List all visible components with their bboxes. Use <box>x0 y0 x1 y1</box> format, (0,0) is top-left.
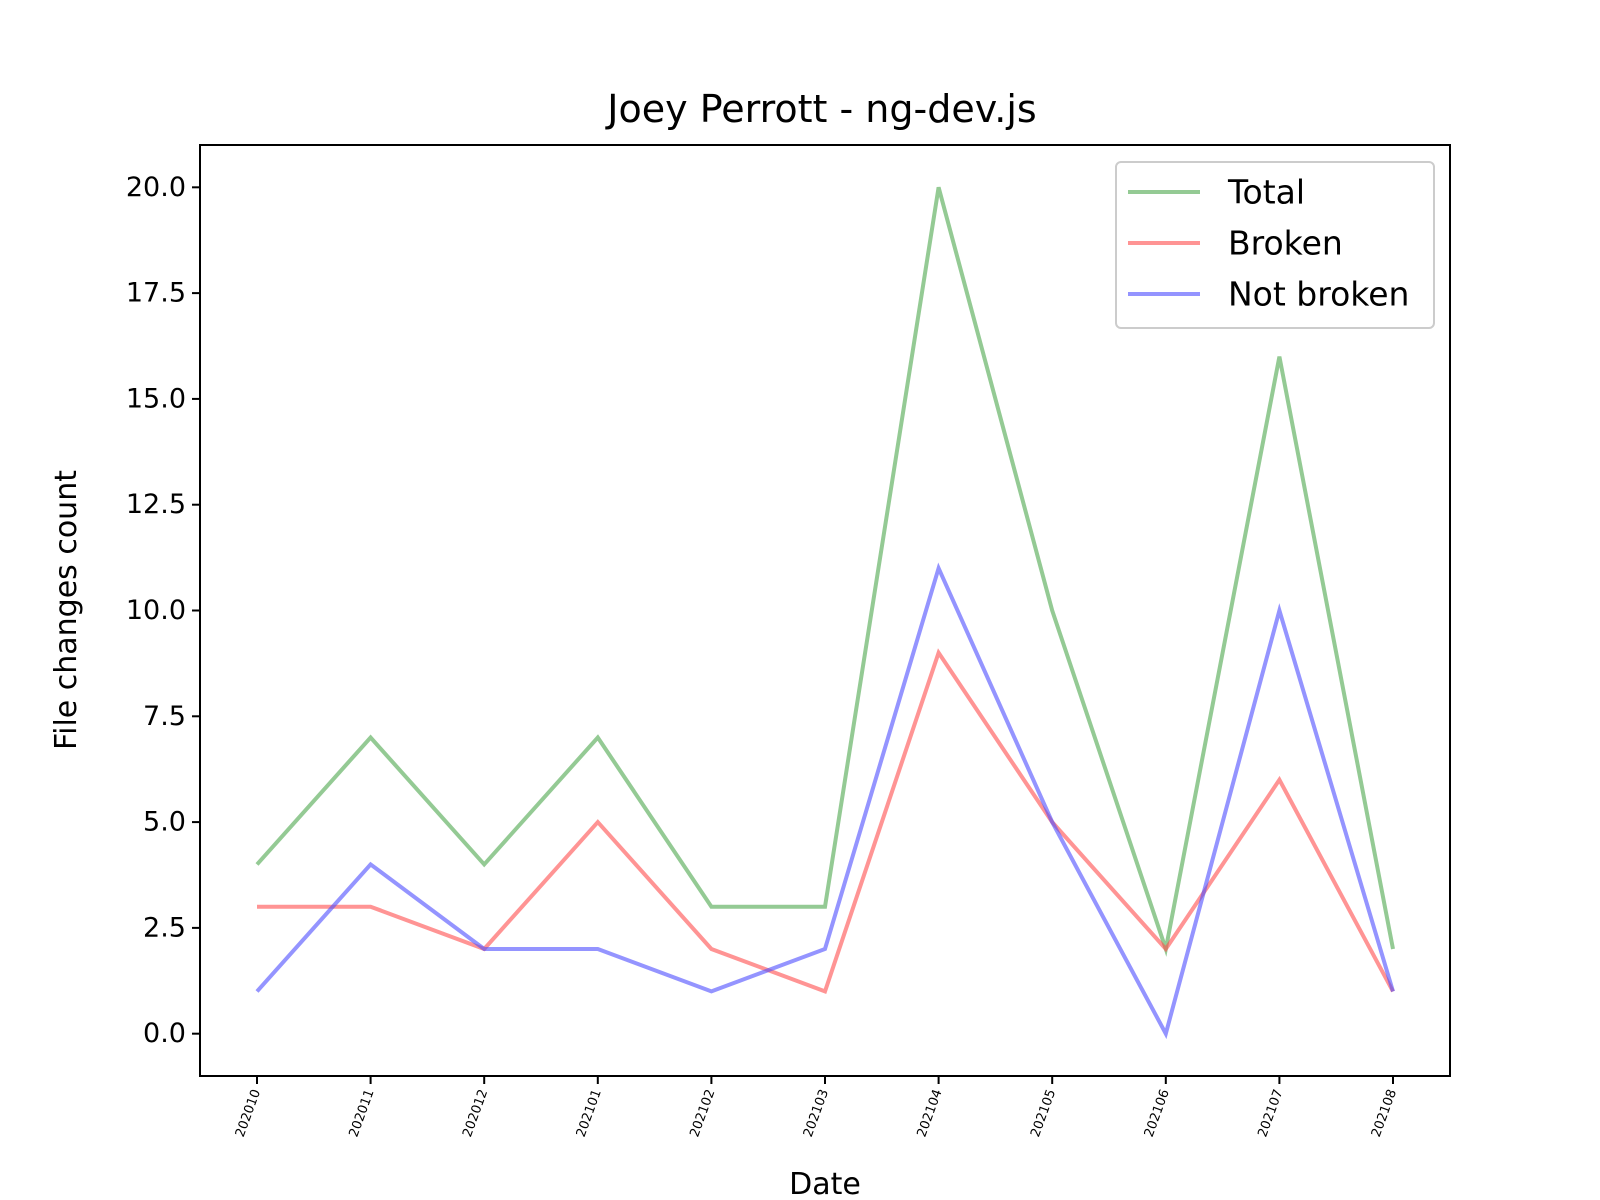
y-axis: 0.0 2.5 5.0 7.5 10.0 12.5 15.0 17.5 20.0 <box>126 172 200 1049</box>
y-tick-label: 15.0 <box>126 383 186 414</box>
y-tick-label: 20.0 <box>126 172 186 203</box>
y-tick-label: 10.0 <box>126 595 186 626</box>
y-tick-label: 7.5 <box>143 701 186 732</box>
y-tick-label: 2.5 <box>143 912 186 943</box>
legend-box <box>1115 161 1435 329</box>
series-layer <box>255 186 1395 1040</box>
y-tick-label: 12.5 <box>126 489 186 520</box>
legend: Total Broken Not broken <box>1115 161 1435 329</box>
y-tick-label: 0.0 <box>143 1018 186 1049</box>
y-tick-label: 17.5 <box>126 278 186 309</box>
legend-label: Not broken <box>1228 275 1409 314</box>
series-line-1 <box>255 186 1395 957</box>
legend-label: Broken <box>1228 224 1343 263</box>
legend-label: Total <box>1227 173 1305 212</box>
y-tick-label: 5.0 <box>143 807 186 838</box>
chart-title: Joey Perrott - ng-dev.js <box>605 87 1036 131</box>
series-line-3 <box>255 562 1395 1040</box>
x-axis-label: Date <box>789 1167 861 1200</box>
y-axis-label: File changes count <box>49 470 84 750</box>
